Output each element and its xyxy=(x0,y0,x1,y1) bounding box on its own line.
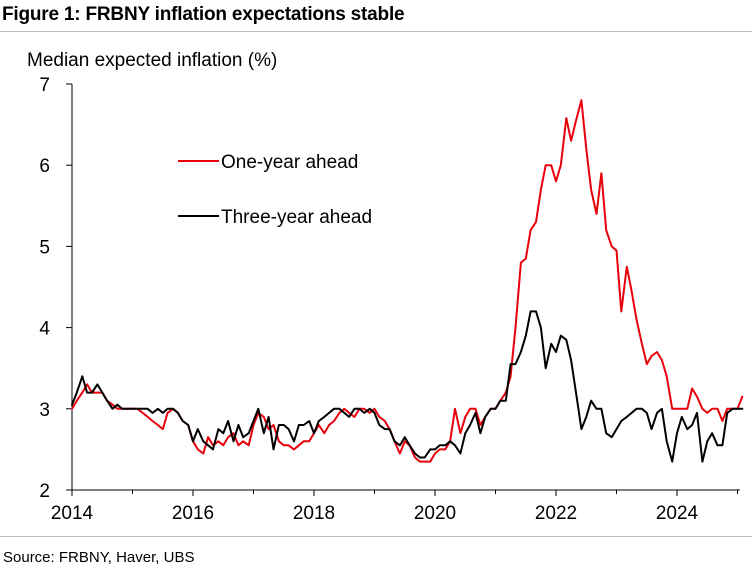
x-tick-label: 2014 xyxy=(51,503,94,524)
x-tick-label: 2024 xyxy=(656,503,699,524)
x-tick-label: 2020 xyxy=(414,503,456,524)
legend: One-year ahead Three-year ahead xyxy=(178,152,372,228)
y-tick-label: 2 xyxy=(39,481,50,502)
source-divider xyxy=(0,536,752,537)
x-tick-label: 2018 xyxy=(293,503,335,524)
series-line-three-year xyxy=(71,310,744,463)
y-tick-label: 7 xyxy=(39,75,50,96)
legend-label: One-year ahead xyxy=(221,152,358,173)
figure-title: Figure 1: FRBNY inflation expectations s… xyxy=(2,4,405,25)
line-chart: 2 3 4 5 6 7 2014 2016 2018 2020 2022 2024 One-year … xyxy=(39,75,744,524)
y-axis-label: Median expected inflation (%) xyxy=(27,50,278,71)
x-tick-label: 2022 xyxy=(535,503,577,524)
y-tick-label: 4 xyxy=(39,319,50,340)
y-tick-label: 5 xyxy=(39,237,50,258)
series-line-one-year xyxy=(71,99,744,463)
series-layer xyxy=(71,99,744,463)
legend-label: Three-year ahead xyxy=(221,207,372,228)
x-tick-label: 2016 xyxy=(172,503,214,524)
y-tick-label: 3 xyxy=(39,400,50,421)
chart-axes: 2 3 4 5 6 7 2014 2016 2018 2020 2022 2024 xyxy=(39,75,740,524)
title-divider xyxy=(0,31,752,32)
y-tick-label: 6 xyxy=(39,156,50,177)
source-note: Source: FRBNY, Haver, UBS xyxy=(3,549,195,566)
